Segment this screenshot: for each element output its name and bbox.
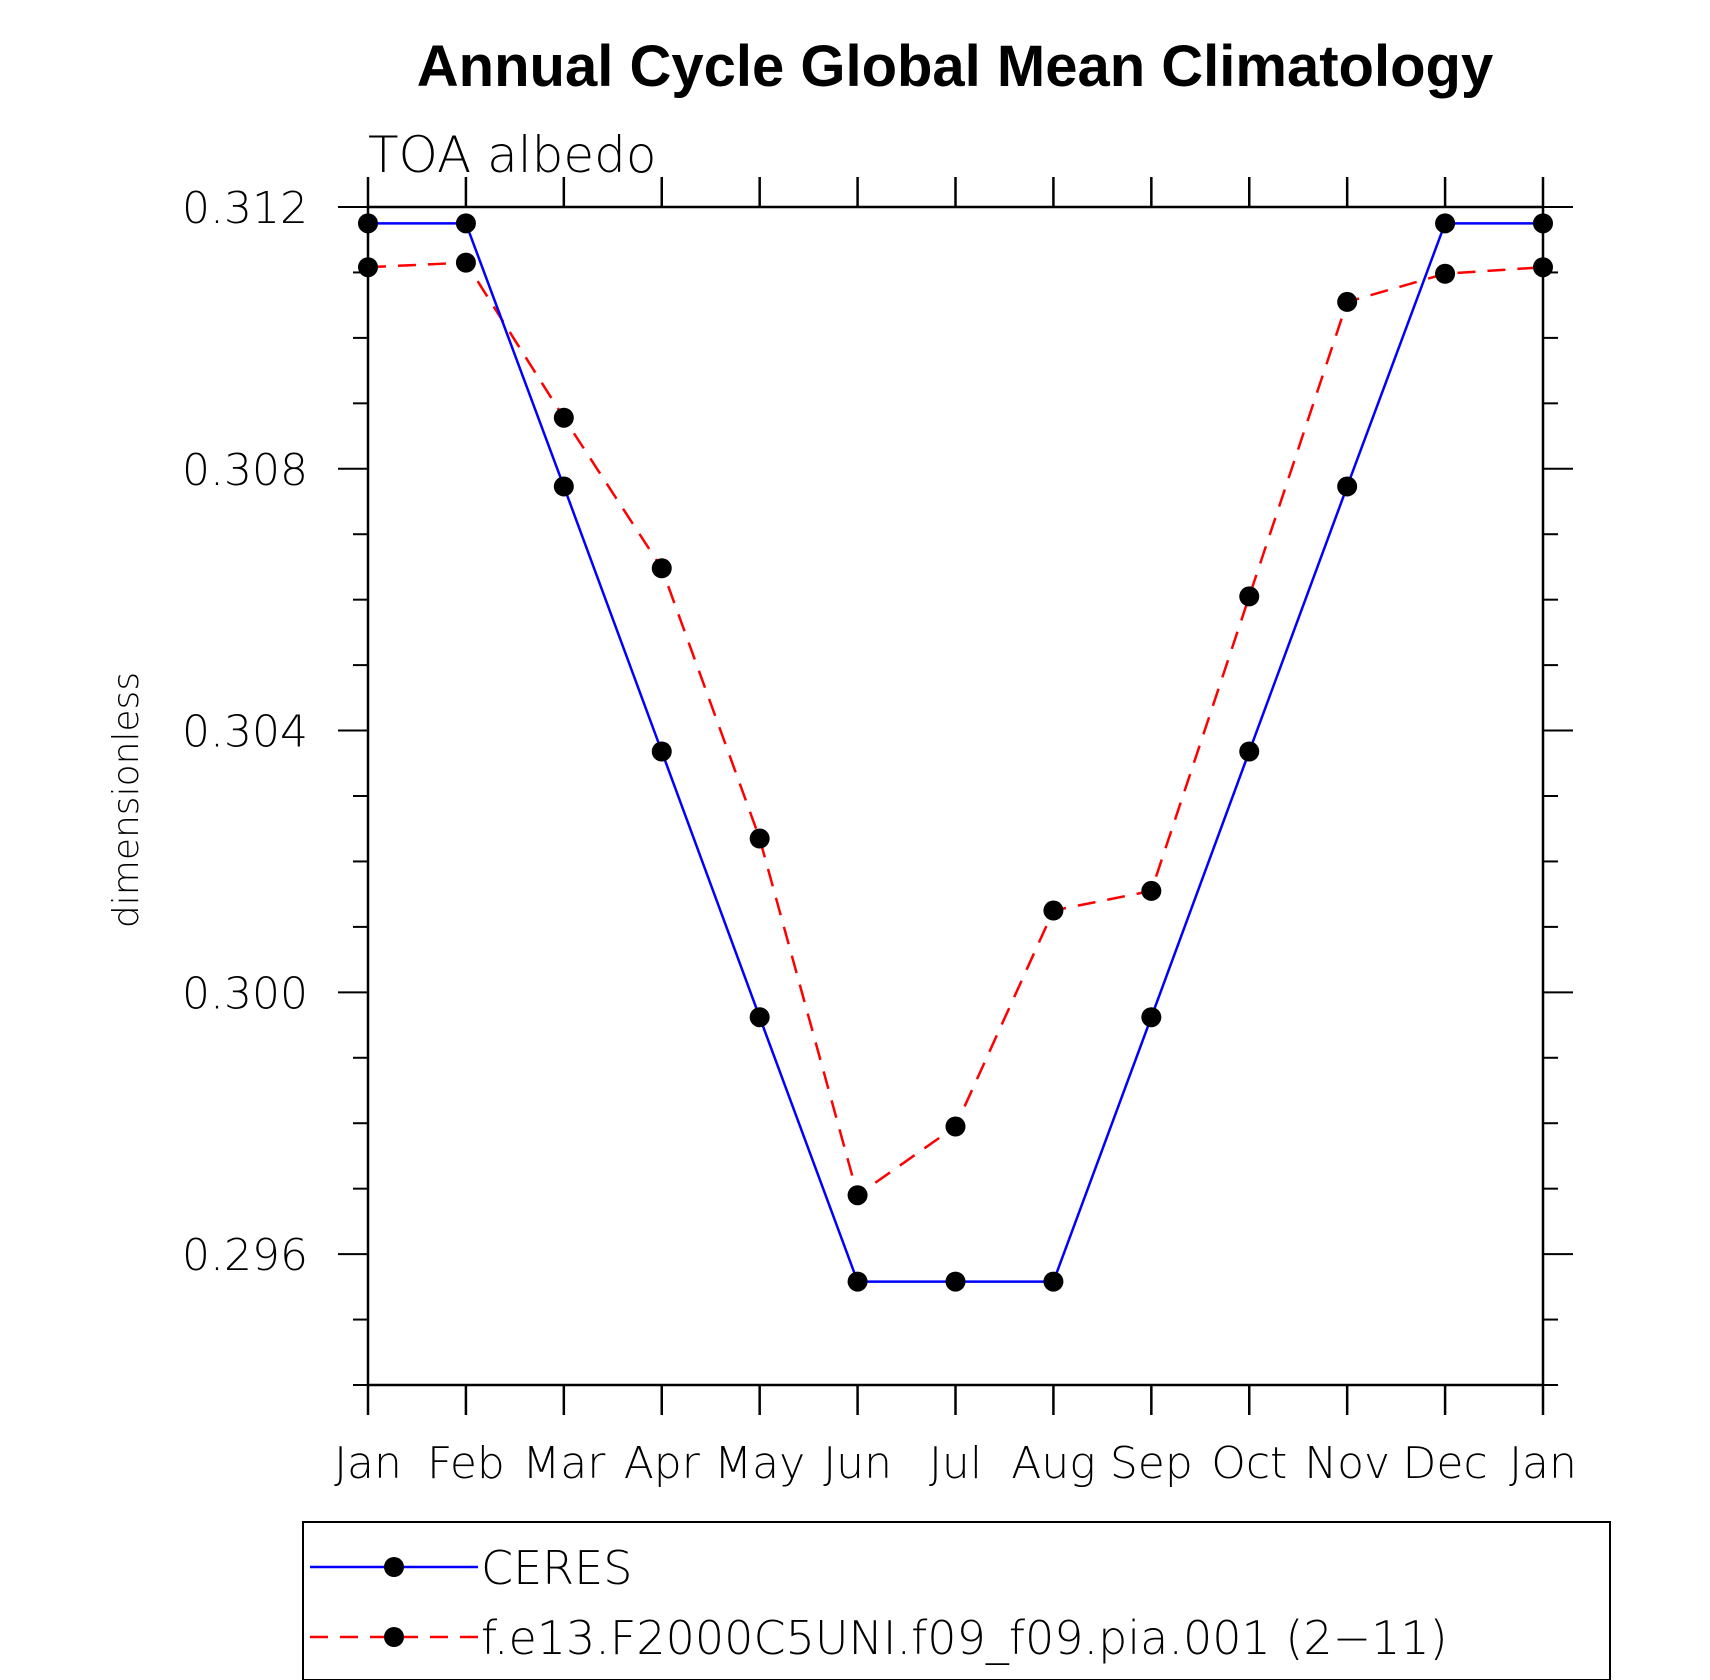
data-point: [358, 213, 378, 234]
x-tick-label: Feb: [427, 1438, 505, 1489]
data-point: [1141, 880, 1162, 901]
x-tick-label: Dec: [1403, 1438, 1488, 1489]
x-axis-tick-labels: Jan Feb Mar Apr May Jun Jul Aug Sep Oct Nov Dec Jan: [334, 1438, 1577, 1489]
y-axis-tick-labels: 0.312 0.308 0.304 0.300 0.296: [182, 183, 308, 1281]
y-tick-label: 0.312: [182, 183, 308, 234]
x-tick-label: Jun: [823, 1438, 892, 1489]
x-tick-label: Mar: [522, 1438, 606, 1489]
data-point: [847, 1185, 868, 1206]
data-point: [1239, 586, 1260, 607]
data-point: [749, 1007, 770, 1028]
x-tick-label: Sep: [1110, 1438, 1193, 1489]
y-tick-label: 0.300: [182, 968, 308, 1019]
plot-frame: [366, 205, 1545, 1387]
series-line: [367, 261, 1544, 1198]
data-point: [553, 407, 574, 428]
x-tick-label: Jan: [334, 1438, 402, 1489]
x-tick-label: May: [714, 1438, 805, 1489]
y-axis-label: dimensionless: [106, 672, 147, 928]
data-point: [749, 828, 770, 849]
data-point: [1141, 1007, 1162, 1028]
series-layer: [358, 213, 1553, 1292]
y-axis-ticks: [338, 206, 1573, 1386]
chart-subtitle: TOA albedo: [368, 126, 656, 184]
y-tick-label: 0.296: [182, 1230, 308, 1281]
data-point: [1533, 213, 1553, 234]
x-axis-ticks: [366, 177, 1545, 1415]
chart-title: Annual Cycle Global Mean Climatology: [417, 34, 1493, 99]
x-tick-label: Nov: [1304, 1438, 1390, 1489]
x-tick-label: Jan: [1509, 1438, 1577, 1489]
y-tick-label: 0.308: [182, 445, 308, 496]
legend: CERES f.e13.F2000C5UNI.f09_f09.pia.001 (2…: [310, 1541, 1448, 1665]
data-point: [553, 476, 574, 497]
legend-marker: [384, 1627, 404, 1647]
legend-label: CERES: [481, 1541, 632, 1595]
data-point: [1337, 291, 1358, 312]
data-point: [1435, 263, 1456, 284]
legend-label: f.e13.F2000C5UNI.f09_f09.pia.001 (2−11): [481, 1611, 1448, 1665]
data-point: [1435, 213, 1456, 234]
data-point: [1043, 900, 1064, 921]
legend-marker: [384, 1557, 404, 1577]
data-point: [651, 558, 672, 579]
data-point: [945, 1116, 966, 1137]
data-point: [455, 213, 476, 234]
legend-box: [302, 1521, 1611, 1680]
data-point: [455, 252, 476, 273]
data-point: [1337, 476, 1358, 497]
y-tick-label: 0.304: [182, 707, 308, 758]
x-tick-label: Jul: [929, 1438, 982, 1489]
data-point: [1239, 741, 1260, 762]
data-point: [847, 1271, 868, 1292]
x-tick-label: Oct: [1211, 1438, 1287, 1489]
data-point: [358, 257, 378, 278]
data-point: [1043, 1271, 1064, 1292]
data-point: [651, 741, 672, 762]
x-tick-label: Aug: [1011, 1438, 1095, 1489]
x-tick-label: Apr: [624, 1438, 701, 1489]
data-point: [945, 1271, 966, 1292]
data-point: [1533, 257, 1553, 278]
